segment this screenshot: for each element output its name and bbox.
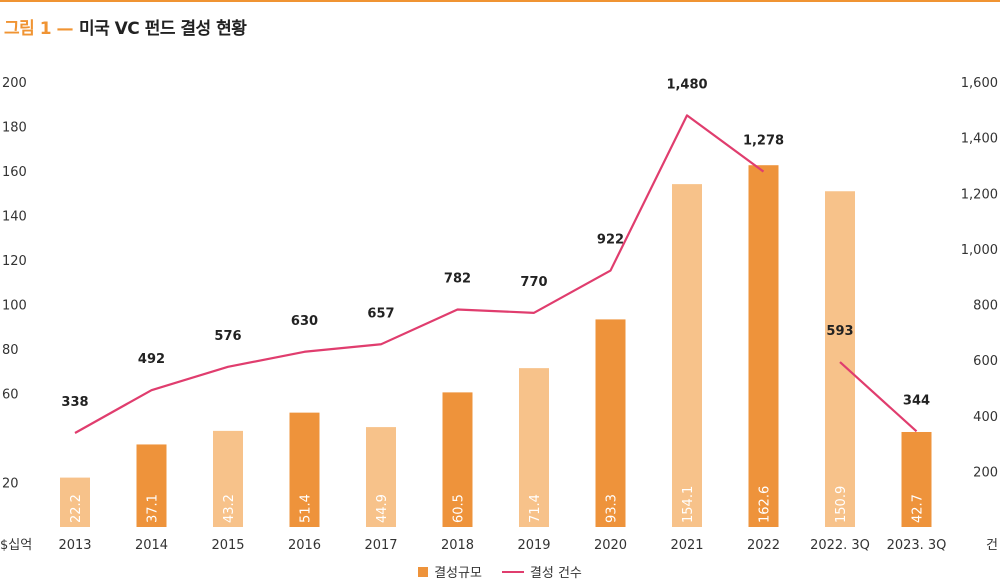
legend-label-volume: 결성규모	[434, 566, 482, 581]
x-axis-tick-label: 2018	[441, 538, 474, 553]
count-data-label: 922	[597, 233, 624, 248]
count-data-label: 1,278	[743, 134, 784, 149]
right-axis-tick-label: 1,400	[961, 132, 998, 147]
right-axis-tick-label: 200	[973, 465, 998, 480]
figure-title-text: 미국 VC 펀드 결성 현황	[78, 19, 247, 39]
count-data-label: 576	[214, 329, 241, 344]
bar	[136, 444, 167, 527]
right-axis-tick-label: 1,000	[961, 243, 998, 258]
bar	[595, 319, 626, 527]
bar	[366, 427, 396, 527]
left-axis-tick-label: 20	[2, 477, 19, 492]
right-axis-tick-label: 400	[973, 410, 998, 425]
legend-item-count: 결성 건수	[501, 562, 582, 581]
bar-value-label: 51.4	[299, 494, 314, 523]
bar-value-label: 71.4	[528, 494, 543, 523]
count-data-label: 338	[61, 395, 88, 410]
legend-swatch-bar	[418, 566, 429, 577]
count-data-label: 657	[367, 306, 394, 321]
x-axis-tick-label: 2015	[211, 538, 244, 553]
x-axis-tick-label: 2014	[135, 538, 168, 553]
bar	[748, 165, 779, 527]
legend-label-count: 결성 건수	[529, 566, 582, 581]
legend: 결성규모 결성 건수	[0, 562, 1000, 581]
x-axis-tick-label: 2022	[747, 538, 780, 553]
figure-number: 그림 1 —	[4, 19, 73, 39]
bar-value-label: 162.6	[758, 486, 773, 523]
bar-value-label: 154.1	[681, 486, 696, 523]
count-data-label: 593	[826, 324, 853, 339]
x-axis-tick-label: 2020	[594, 538, 627, 553]
right-axis-tick-label: 600	[973, 354, 998, 369]
count-line-segment	[839, 361, 918, 433]
bar-value-label: 44.9	[375, 494, 390, 523]
bar-value-label: 37.1	[146, 494, 161, 523]
left-axis-tick-label: 180	[2, 121, 27, 136]
count-data-label: 782	[444, 272, 471, 287]
left-axis-tick-label: 200	[2, 76, 27, 91]
figure-title: 그림 1 — 미국 VC 펀드 결성 현황	[4, 14, 247, 39]
left-axis-tick-label: 120	[2, 254, 27, 269]
bar	[519, 368, 549, 527]
bar	[289, 412, 320, 527]
bar	[672, 184, 702, 527]
right-axis-tick-label: 1,600	[961, 76, 998, 91]
count-data-label: 1,480	[666, 77, 707, 92]
bar	[825, 191, 855, 527]
bar	[60, 477, 90, 527]
left-axis-tick-label: 60	[2, 388, 19, 403]
bar-value-label: 150.9	[834, 486, 849, 523]
legend-item-volume: 결성규모	[418, 562, 482, 581]
bar-value-label: 93.3	[605, 494, 620, 523]
bar-value-label: 43.2	[222, 494, 237, 523]
top-rule	[0, 0, 1000, 2]
count-data-label: 770	[520, 275, 547, 290]
left-axis-tick-label: 100	[2, 299, 27, 314]
x-axis-tick-label: 2022. 3Q	[810, 538, 870, 553]
bar-value-label: 42.7	[911, 494, 926, 523]
x-axis-tick-label: 2023. 3Q	[887, 538, 947, 553]
x-axis-tick-label: 2016	[288, 538, 321, 553]
x-axis-tick-label: 2021	[670, 538, 703, 553]
count-line-segment	[74, 114, 765, 434]
count-data-label: 344	[903, 393, 930, 408]
bar-value-label: 60.5	[452, 494, 467, 523]
left-axis-tick-label: 140	[2, 210, 27, 225]
left-axis-tick-label: 80	[2, 343, 19, 358]
bar	[442, 392, 473, 527]
bar	[901, 431, 932, 527]
left-axis-unit: $십억	[0, 538, 32, 553]
legend-swatch-line	[501, 570, 524, 573]
bar-value-label: 22.2	[69, 494, 84, 523]
right-axis-tick-label: 800	[973, 299, 998, 314]
right-axis-tick-label: 1,200	[961, 187, 998, 202]
x-axis-tick-label: 2013	[58, 538, 91, 553]
x-axis-tick-label: 2017	[364, 538, 397, 553]
count-data-label: 492	[138, 352, 165, 367]
left-axis-tick-label: 160	[2, 165, 27, 180]
x-axis-tick-label: 2019	[517, 538, 550, 553]
right-axis-unit: 건	[986, 538, 998, 553]
count-data-label: 630	[291, 314, 318, 329]
bar	[213, 430, 243, 527]
